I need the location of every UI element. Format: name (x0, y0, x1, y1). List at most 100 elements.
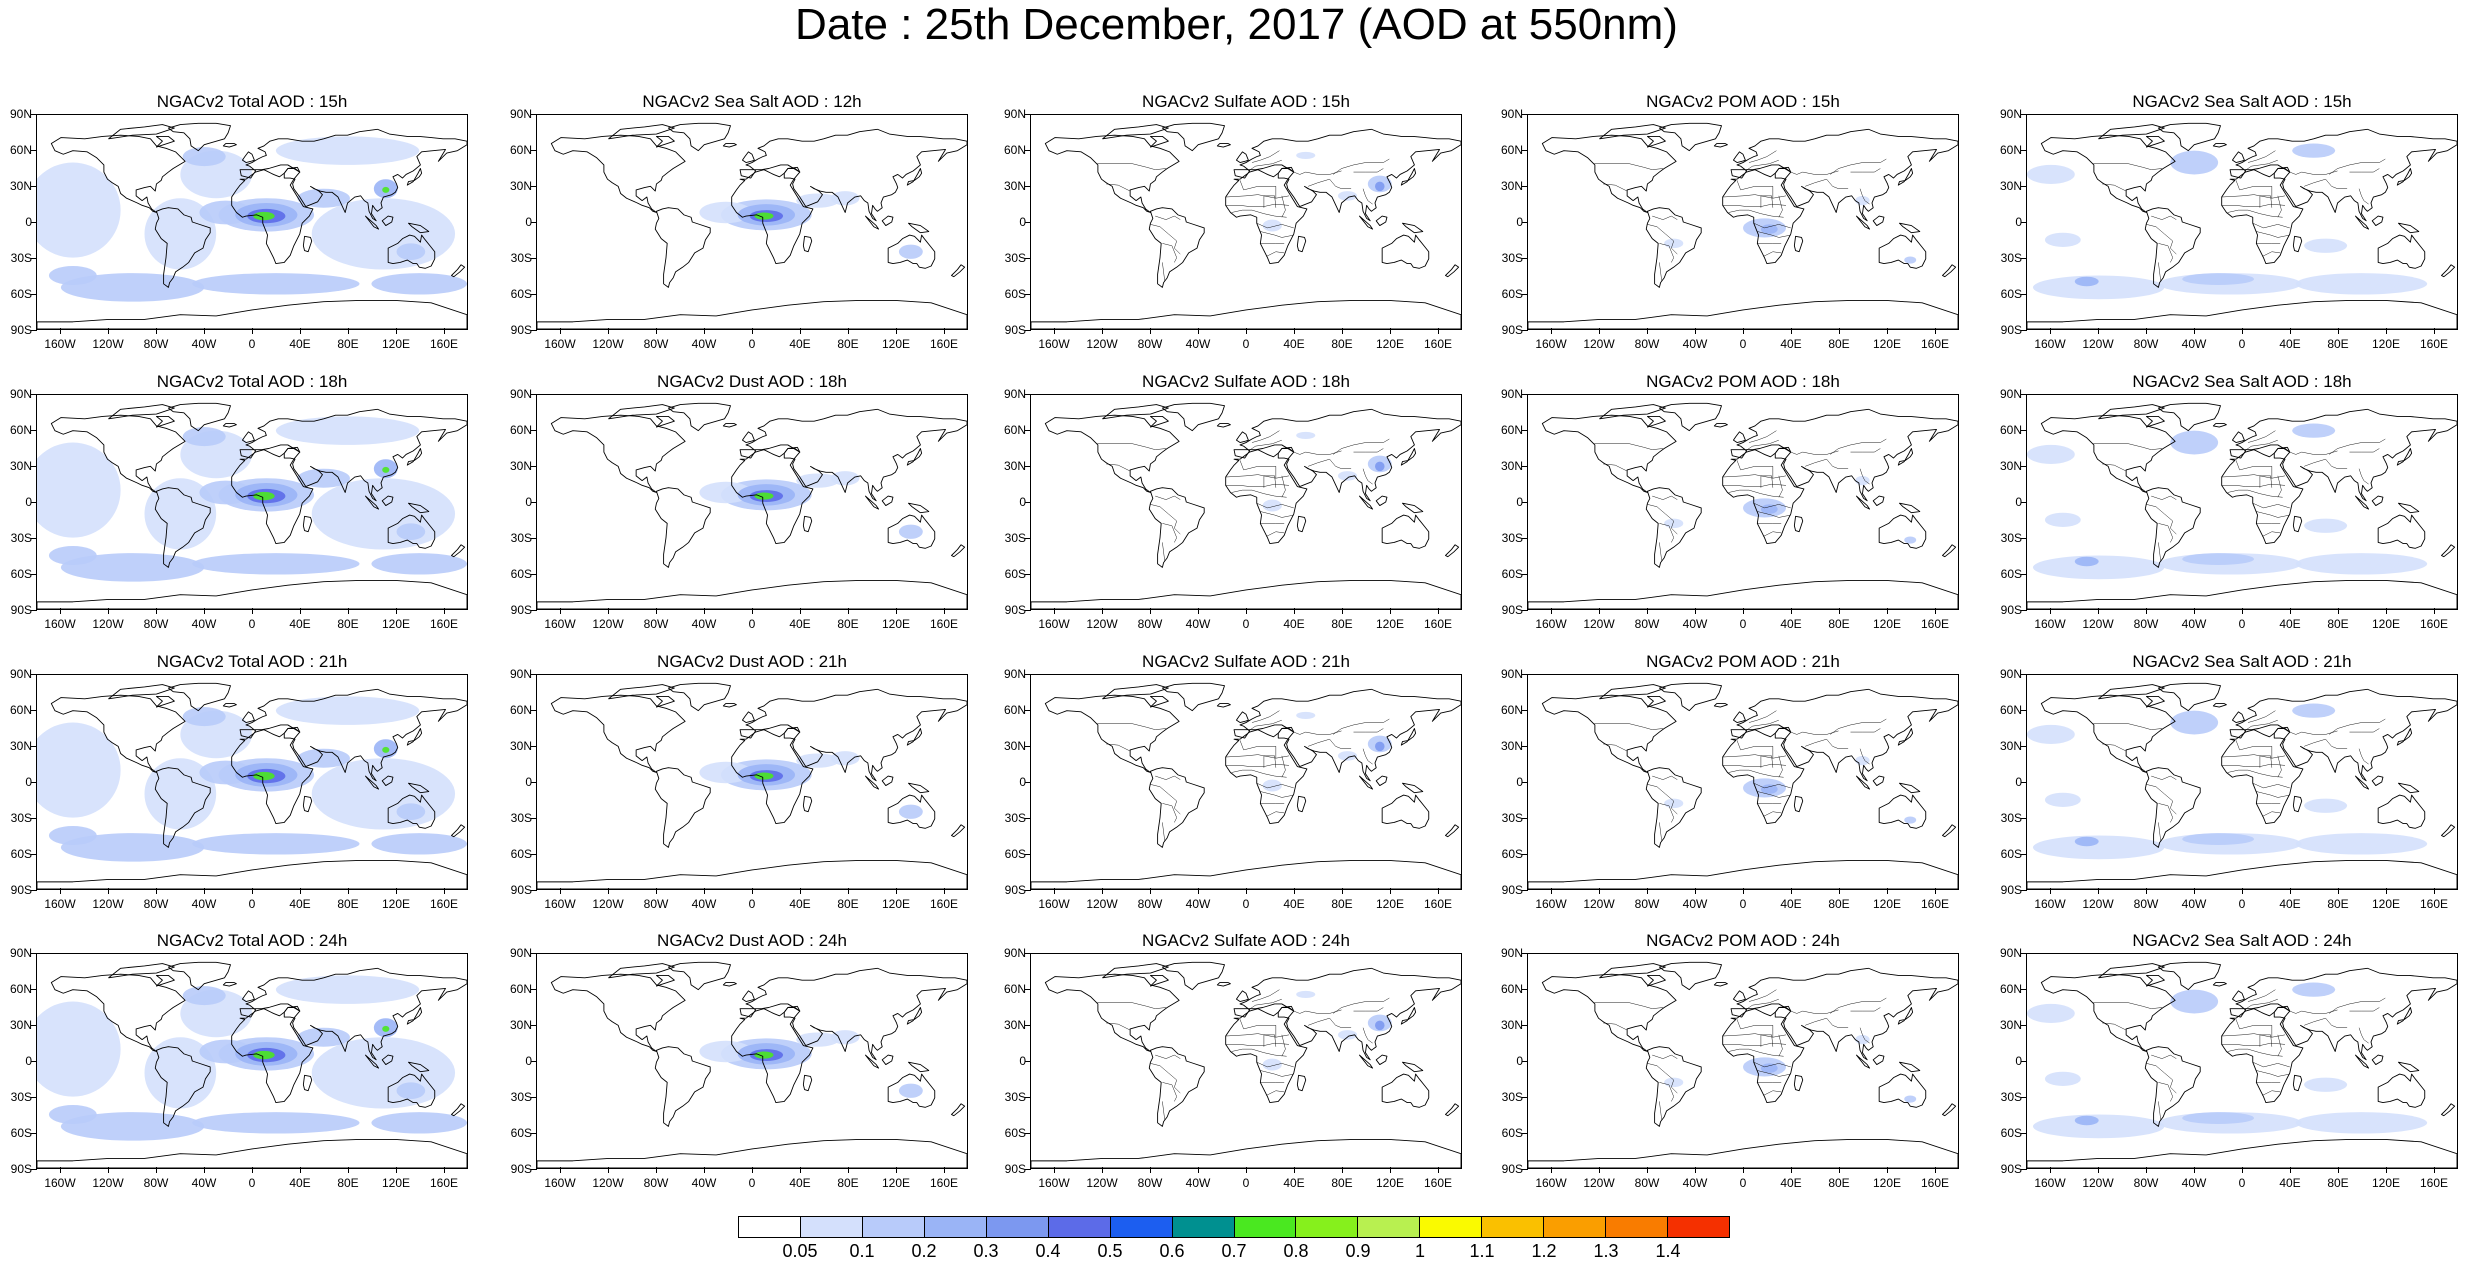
longitude-tick (396, 888, 397, 894)
latitude-label: 60N (1999, 143, 2022, 157)
country-border (1225, 203, 1290, 207)
longitude-tick (204, 328, 205, 334)
map-canvas (1031, 402, 1461, 609)
longitude-label: 40W (191, 337, 217, 351)
coastline (1645, 767, 1702, 848)
latitude-tick (1025, 782, 1031, 783)
latitude-tick (531, 989, 537, 990)
coastline (155, 415, 175, 428)
longitude-tick (2146, 608, 2147, 614)
latitude-label: 90N (1500, 946, 1523, 960)
latitude-label: 90N (1003, 946, 1026, 960)
longitude-label: 80W (1634, 337, 1660, 351)
coastline (1044, 694, 1180, 773)
latitude-label: 60S (1004, 847, 1026, 861)
latitude-tick (1522, 430, 1528, 431)
latitude-label: 0 (25, 215, 32, 229)
longitude-label: 160E (929, 897, 959, 911)
country-border (1778, 195, 1783, 218)
map-frame (1527, 114, 1959, 330)
coastline (37, 580, 467, 609)
longitude-tick (348, 608, 349, 614)
longitude-label: 40E (289, 1176, 311, 1190)
aod-patch (297, 188, 350, 208)
longitude-label: 160E (929, 337, 959, 351)
latitude-tick (531, 114, 537, 115)
latitude-tick (531, 746, 537, 747)
country-border (1722, 1042, 1787, 1046)
longitude-label: 120E (381, 337, 411, 351)
aod-patch (2182, 273, 2254, 286)
country-border (2151, 495, 2177, 500)
longitude-label: 120E (1375, 337, 1405, 351)
coastline (1445, 544, 1460, 558)
coastline (1899, 782, 1921, 794)
aod-patch (754, 772, 774, 780)
country-border (2227, 769, 2283, 778)
panel-title: NGACv2 POM AOD : 18h (1646, 372, 1840, 391)
latitude-tick (531, 890, 537, 891)
coastline (550, 694, 686, 773)
coastline (231, 448, 314, 545)
panel-title: NGACv2 Sulfate AOD : 15h (1142, 92, 1350, 111)
aod-patch (1760, 784, 1778, 794)
longitude-label: 0 (2238, 617, 2246, 631)
aod-patch (2074, 556, 2099, 567)
latitude-label: 60N (9, 423, 32, 437)
coastline (951, 824, 966, 838)
aod-patch (60, 553, 205, 582)
panel-title: NGACv2 Sulfate AOD : 21h (1142, 652, 1350, 671)
coastline (1381, 794, 1430, 829)
map-frame (2026, 394, 2458, 610)
coastline (1381, 514, 1430, 549)
coastline (951, 544, 966, 558)
country-border (1745, 159, 1779, 172)
latitude-tick (31, 1097, 37, 1098)
latitude-label: 90S (2000, 883, 2022, 897)
longitude-tick (2098, 888, 2099, 894)
longitude-tick (204, 608, 205, 614)
longitude-label: 120E (1872, 617, 1902, 631)
country-border (1652, 495, 1678, 500)
coastlines (1031, 122, 1461, 329)
longitude-label: 80W (143, 1176, 169, 1190)
latitude-tick (2021, 610, 2027, 611)
colorbar-label: 0.9 (1345, 1241, 1371, 1261)
aod-patch (37, 162, 121, 258)
country-border (2092, 163, 2162, 170)
country-border (2092, 443, 2162, 450)
latitude-tick (31, 953, 37, 954)
coastline (2355, 215, 2370, 230)
coastline (2212, 982, 2227, 987)
coastline (802, 1074, 813, 1092)
longitude-label: 40W (691, 617, 717, 631)
coastline (1216, 982, 1231, 987)
latitude-label: 0 (1516, 775, 1523, 789)
longitude-label: 80W (1137, 897, 1163, 911)
longitude-label: 120E (881, 617, 911, 631)
latitude-tick (2021, 890, 2027, 891)
longitude-tick (608, 608, 609, 614)
coastline (2144, 207, 2201, 288)
latitude-tick (1522, 114, 1528, 115)
coastline (2398, 222, 2420, 234)
map-frame (1030, 953, 1462, 1169)
coastline (667, 682, 731, 712)
coastline (2145, 974, 2165, 987)
coastline (406, 1007, 423, 1025)
coastline (537, 300, 967, 329)
coastline (1872, 215, 1885, 227)
latitude-tick (31, 1169, 37, 1170)
map-canvas (537, 402, 967, 609)
latitude-tick (31, 150, 37, 151)
coastline (1216, 423, 1231, 428)
country-borders (1096, 710, 1390, 842)
latitude-tick (1522, 989, 1528, 990)
aod-patch (898, 804, 923, 819)
coastlines (37, 122, 467, 329)
latitude-tick (31, 854, 37, 855)
longitude-label: 40E (1283, 617, 1305, 631)
aod-patch (796, 753, 840, 768)
country-border (1757, 791, 1791, 798)
colorbar-label: 0.2 (911, 1241, 937, 1261)
